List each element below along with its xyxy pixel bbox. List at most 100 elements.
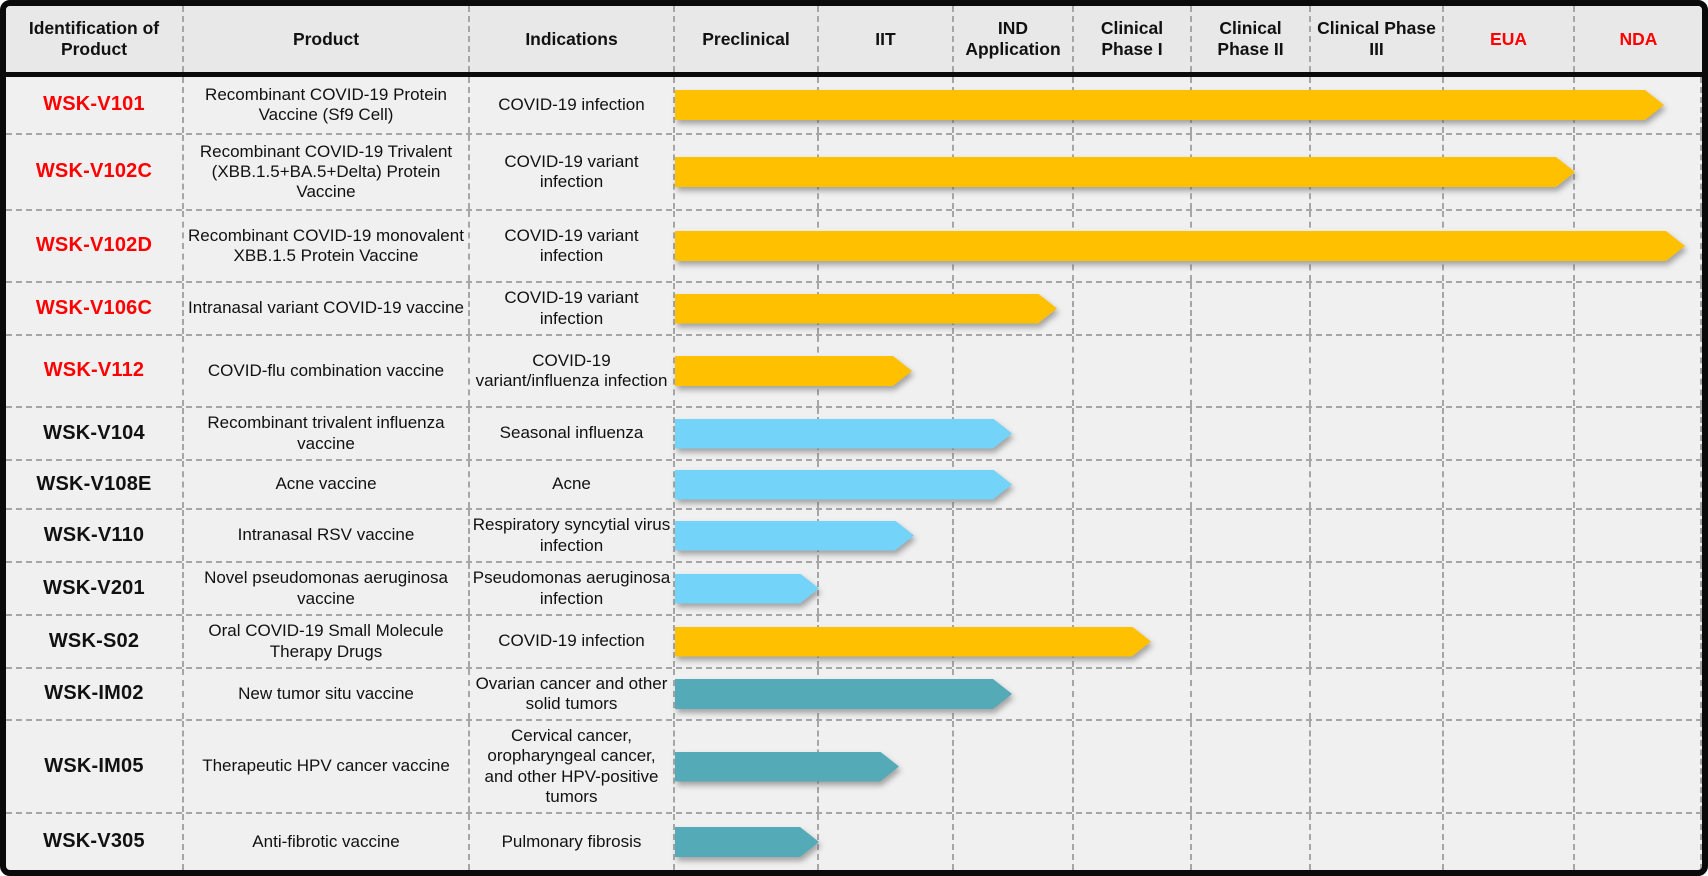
- progress-arrow: [675, 627, 1151, 657]
- col-header-nda: NDA: [1619, 28, 1658, 49]
- product-name: Novel pseudomonas aeruginosa vaccine: [184, 563, 470, 614]
- stage-grid-cell: [1575, 510, 1702, 561]
- col-header-ind-application: IND Application: [954, 6, 1074, 72]
- product-name: Recombinant COVID-19 Protein Vaccine (Sf…: [184, 77, 470, 133]
- table-body: WSK-V101 Recombinant COVID-19 Protein Va…: [6, 77, 1702, 870]
- col-header-clinical-phase-1: Clinical Phase I: [1074, 6, 1192, 72]
- pipeline-stage-grid: [675, 814, 1702, 870]
- stage-grid-cell: [954, 510, 1074, 561]
- stage-grid-cell: [1074, 814, 1192, 870]
- progress-arrow: [675, 470, 1012, 500]
- col-header-clinical-phase-2: Clinical Phase II: [1192, 6, 1311, 72]
- stage-grid-cell: [1192, 408, 1311, 459]
- product-indication: Ovarian cancer and other solid tumors: [470, 669, 675, 719]
- stage-grid-cell: [1444, 721, 1575, 812]
- stage-grid-cell: [1192, 336, 1311, 406]
- table-row: WSK-V106C Intranasal variant COVID-19 va…: [6, 283, 1702, 336]
- stage-grid-cell: [1074, 510, 1192, 561]
- product-indication: Pseudomonas aeruginosa infection: [470, 563, 675, 614]
- col-header-clinical-phase-3: Clinical Phase III: [1311, 6, 1444, 72]
- stage-grid-cell: [1575, 408, 1702, 459]
- progress-arrow: [675, 679, 1012, 709]
- header-row: Identification of Product Product Indica…: [6, 6, 1702, 77]
- table-row: WSK-V112 COVID-flu combination vaccine C…: [6, 336, 1702, 408]
- stage-grid-cell: [1575, 563, 1702, 614]
- pipeline-stage-grid: [675, 77, 1702, 133]
- stage-grid-cell: [1311, 510, 1444, 561]
- stage-grid-cell: [954, 408, 1074, 459]
- stage-grid-cell: [954, 814, 1074, 870]
- product-name: COVID-flu combination vaccine: [184, 336, 470, 406]
- product-indication: COVID-19 infection: [470, 616, 675, 667]
- stage-grid-cell: [1074, 461, 1192, 508]
- pipeline-stage-grid: [675, 135, 1702, 209]
- stage-grid-cell: [819, 563, 954, 614]
- product-id: WSK-V110: [6, 510, 184, 561]
- stage-grid-cell: [1444, 461, 1575, 508]
- table-row: WSK-V108E Acne vaccine Acne: [6, 461, 1702, 510]
- stage-grid-cell: [819, 510, 954, 561]
- stage-grid-cell: [819, 721, 954, 812]
- product-id: WSK-V112: [6, 336, 184, 406]
- product-indication: Acne: [470, 461, 675, 508]
- col-header-product: Product: [184, 6, 470, 72]
- stage-grid-cell: [1575, 669, 1702, 719]
- product-name: Intranasal RSV vaccine: [184, 510, 470, 561]
- table-row: WSK-V110 Intranasal RSV vaccine Respirat…: [6, 510, 1702, 563]
- product-id: WSK-IM05: [6, 721, 184, 812]
- stage-grid-cell: [1074, 336, 1192, 406]
- stage-grid-cell: [1575, 336, 1702, 406]
- stage-grid-cell: [1575, 721, 1702, 812]
- stage-grid-cell: [1575, 211, 1702, 281]
- product-name: Recombinant COVID-19 Trivalent (XBB.1.5+…: [184, 135, 470, 209]
- product-indication: COVID-19 infection: [470, 77, 675, 133]
- product-indication: Respiratory syncytial virus infection: [470, 510, 675, 561]
- stage-grid-cell: [954, 669, 1074, 719]
- product-name: Acne vaccine: [184, 461, 470, 508]
- stage-grid-cell: [1074, 616, 1192, 667]
- progress-arrow: [675, 294, 1057, 324]
- product-id: WSK-V201: [6, 563, 184, 614]
- stage-grid-cell: [1444, 814, 1575, 870]
- progress-arrow: [675, 521, 914, 551]
- pipeline-stage-grid: [675, 510, 1702, 561]
- progress-arrow: [675, 90, 1664, 120]
- stage-grid-cell: [819, 336, 954, 406]
- stage-grid-cell: [1311, 336, 1444, 406]
- table-row: WSK-IM05 Therapeutic HPV cancer vaccine …: [6, 721, 1702, 814]
- product-indication: COVID-19 variant infection: [470, 135, 675, 209]
- pipeline-stage-grid: [675, 408, 1702, 459]
- product-name: New tumor situ vaccine: [184, 669, 470, 719]
- progress-arrow: [675, 827, 819, 857]
- stage-grid-cell: [1444, 669, 1575, 719]
- stage-grid-cell: [1311, 721, 1444, 812]
- col-header-preclinical: Preclinical: [675, 6, 819, 72]
- product-id: WSK-V102D: [6, 211, 184, 281]
- product-name: Recombinant COVID-19 monovalent XBB.1.5 …: [184, 211, 470, 281]
- stage-grid-cell: [1575, 135, 1702, 209]
- stage-grid-cell: [1074, 669, 1192, 719]
- pipeline-stage-grid: [675, 211, 1702, 281]
- progress-arrow: [675, 356, 912, 386]
- progress-arrow: [675, 419, 1012, 449]
- product-indication: COVID-19 variant/influenza infection: [470, 336, 675, 406]
- stage-grid-cell: [1444, 283, 1575, 334]
- stage-grid-cell: [954, 563, 1074, 614]
- stage-grid-cell: [1074, 721, 1192, 812]
- stage-grid-cell: [819, 814, 954, 870]
- pipeline-stage-grid: [675, 283, 1702, 334]
- table-row: WSK-S02 Oral COVID-19 Small Molecule The…: [6, 616, 1702, 669]
- product-name: Therapeutic HPV cancer vaccine: [184, 721, 470, 812]
- stage-grid-cell: [1192, 510, 1311, 561]
- col-header-identification: Identification of Product: [6, 6, 184, 72]
- product-name: Recombinant trivalent influenza vaccine: [184, 408, 470, 459]
- stage-grid-cell: [1311, 283, 1444, 334]
- product-id: WSK-V305: [6, 814, 184, 870]
- stage-grid-cell: [1074, 408, 1192, 459]
- stage-grid-cell: [1311, 814, 1444, 870]
- pipeline-stage-grid: [675, 616, 1702, 667]
- stage-grid-cell: [1192, 616, 1311, 667]
- stage-grid-cell: [954, 283, 1074, 334]
- product-indication: Seasonal influenza: [470, 408, 675, 459]
